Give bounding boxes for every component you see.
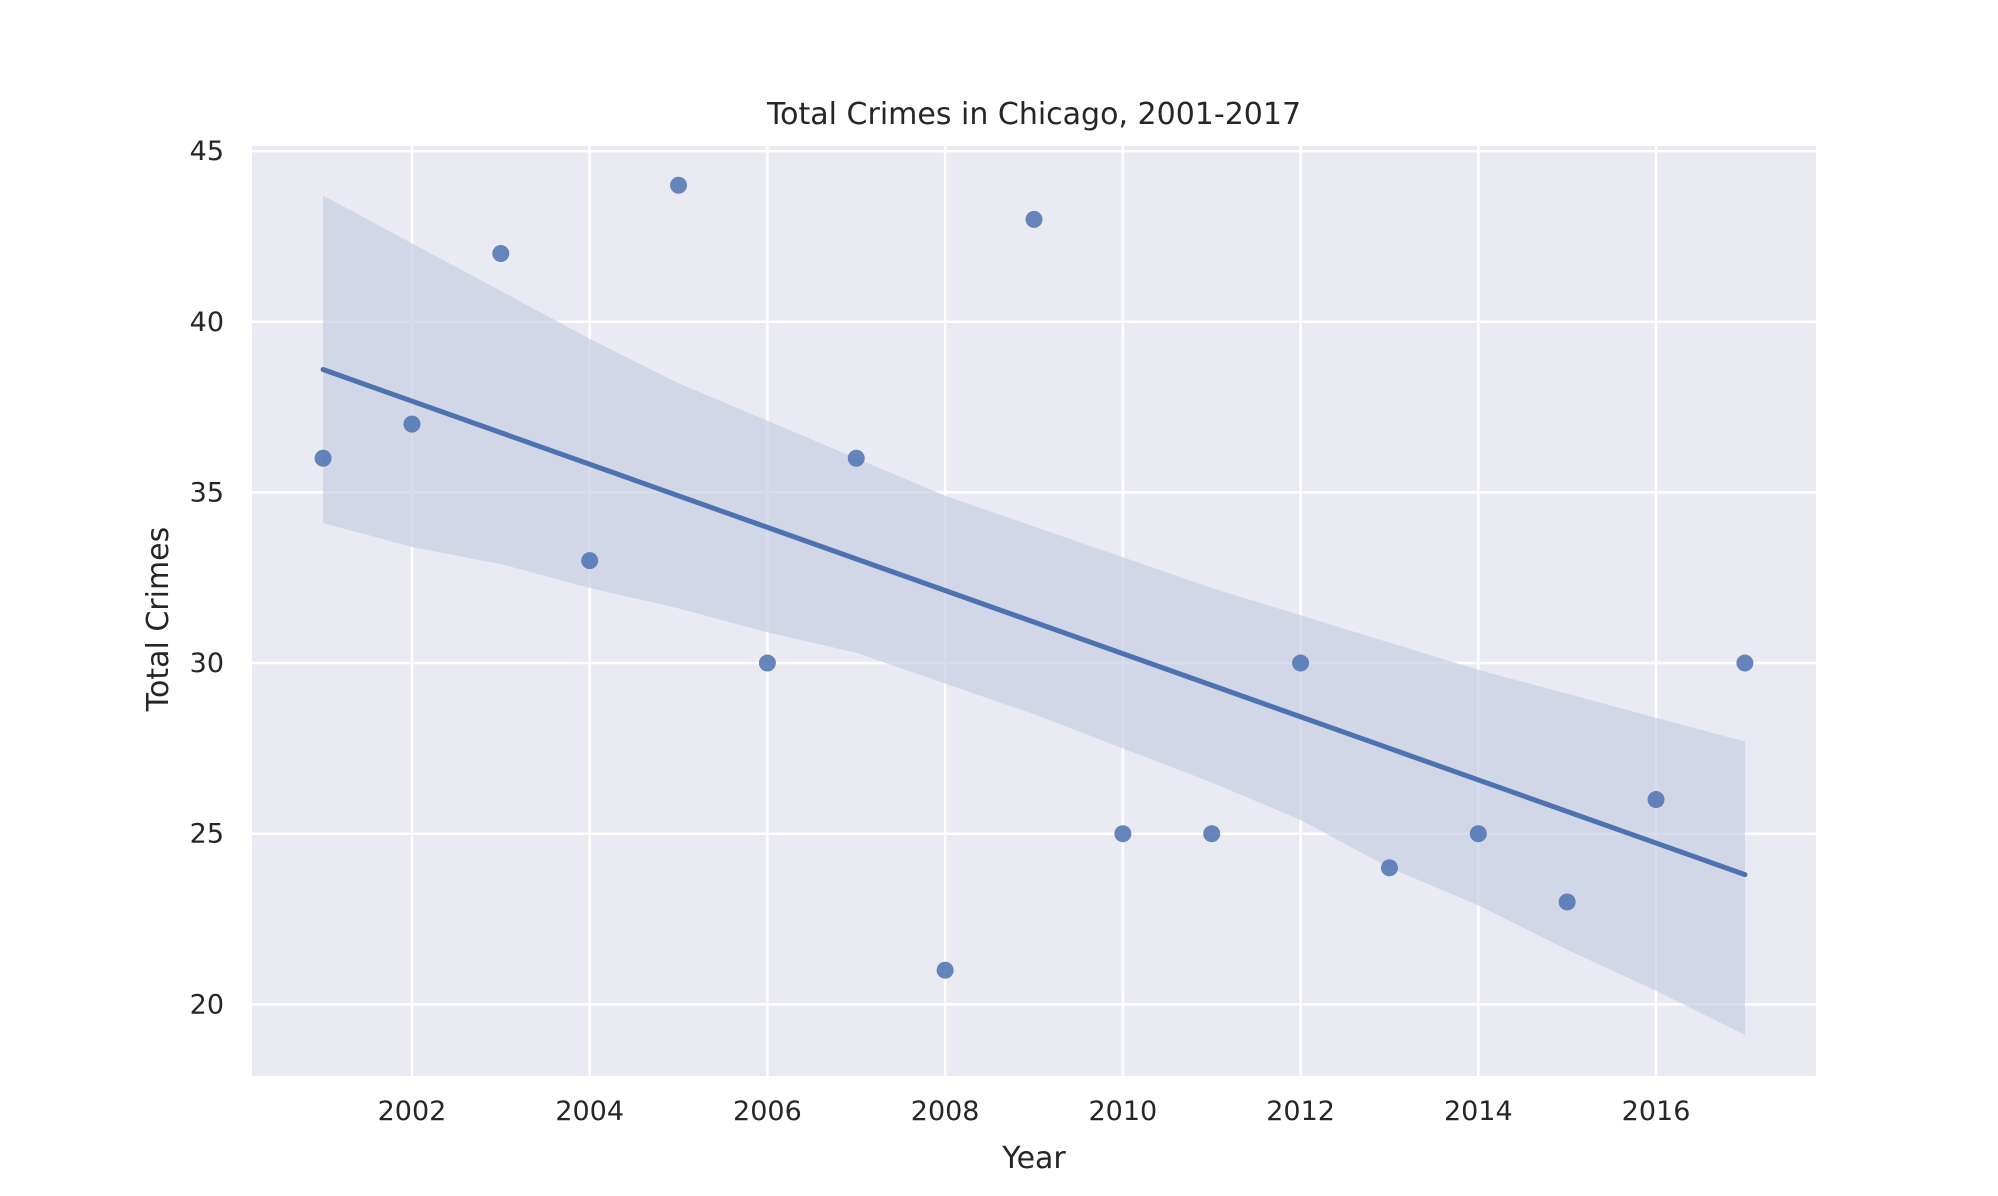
y-tick-label: 45 bbox=[190, 136, 224, 167]
data-point bbox=[581, 552, 599, 570]
x-tick-label: 2006 bbox=[733, 1096, 802, 1127]
x-tick-label: 2008 bbox=[911, 1096, 980, 1127]
y-axis-label: Total Crimes bbox=[141, 527, 176, 713]
data-points bbox=[314, 176, 1754, 979]
data-point bbox=[1203, 825, 1221, 843]
data-point bbox=[670, 176, 688, 194]
y-tick-labels: 20 25 30 35 40 45 bbox=[190, 136, 224, 1020]
regression-line bbox=[320, 367, 1748, 878]
data-point bbox=[1647, 791, 1665, 809]
y-tick-label: 25 bbox=[190, 819, 224, 850]
x-tick-label: 2004 bbox=[555, 1096, 624, 1127]
x-tick-labels: 2002 2004 2006 2008 2010 2012 2014 2016 bbox=[378, 1096, 1691, 1127]
y-tick-label: 20 bbox=[190, 989, 224, 1020]
data-point bbox=[936, 961, 954, 979]
data-point bbox=[847, 449, 865, 467]
x-tick-label: 2014 bbox=[1444, 1096, 1513, 1127]
chart-title: Total Crimes in Chicago, 2001-2017 bbox=[766, 97, 1301, 132]
data-point bbox=[1736, 654, 1754, 672]
x-tick-label: 2016 bbox=[1622, 1096, 1691, 1127]
x-tick-label: 2012 bbox=[1266, 1096, 1335, 1127]
data-point bbox=[1025, 210, 1043, 228]
y-tick-label: 30 bbox=[190, 648, 224, 679]
data-point bbox=[1114, 825, 1132, 843]
data-point bbox=[1558, 893, 1576, 911]
data-point bbox=[403, 415, 421, 433]
x-axis-label: Year bbox=[1001, 1141, 1066, 1176]
data-point bbox=[1292, 654, 1310, 672]
x-tick-label: 2010 bbox=[1089, 1096, 1158, 1127]
data-point bbox=[1469, 825, 1487, 843]
data-point bbox=[314, 449, 332, 467]
data-point bbox=[492, 245, 510, 263]
confidence-band bbox=[323, 195, 1745, 1035]
x-tick-label: 2002 bbox=[378, 1096, 447, 1127]
y-tick-label: 35 bbox=[190, 477, 224, 508]
y-tick-label: 40 bbox=[190, 307, 224, 338]
data-point bbox=[758, 654, 776, 672]
data-point bbox=[1380, 859, 1398, 877]
